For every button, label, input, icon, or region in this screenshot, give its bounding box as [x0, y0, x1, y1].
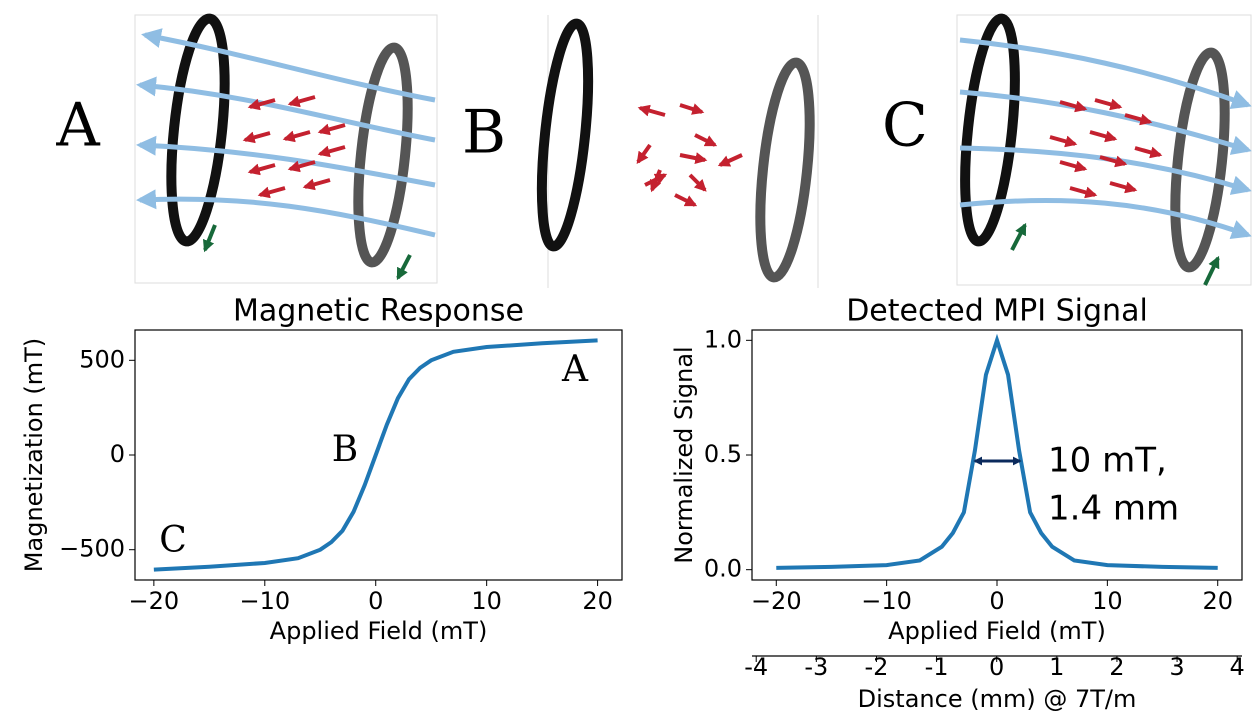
axes-frame: [751, 329, 1243, 581]
x-axis-label: Applied Field (mT): [888, 617, 1106, 645]
y-tick-label: −500: [59, 535, 125, 563]
y-axis-label: Normalized Signal: [670, 346, 698, 563]
x2-tick-label: 2: [1109, 653, 1124, 681]
y-axis-label: Magnetization (mT): [20, 338, 48, 572]
x2-tick-label: -2: [864, 653, 888, 681]
panel-label: B: [462, 98, 506, 168]
x-tick-label: 10: [471, 587, 502, 615]
x2-tick-label: 4: [1230, 653, 1245, 681]
annotation: 1.4 mm: [1048, 489, 1179, 529]
x-tick-label: 20: [1202, 587, 1233, 615]
data-line: [153, 338, 598, 572]
axes-frame: [134, 329, 623, 581]
panel-label: A: [55, 91, 100, 161]
annotation: C: [159, 520, 187, 561]
chart-title: Detected MPI Signal: [846, 294, 1148, 329]
annotation: A: [561, 349, 589, 390]
y-tick-label: 0.5: [704, 440, 742, 468]
x2-tick-label: -4: [744, 653, 768, 681]
x-tick-label: 10: [1092, 587, 1123, 615]
panel-b-illustration: [536, 15, 819, 288]
y-tick-label: 0: [110, 440, 125, 468]
x2-tick-label: -3: [804, 653, 828, 681]
x-tick-label: 20: [582, 587, 613, 615]
x2-axis-label: Distance (mm) @ 7T/m: [858, 685, 1137, 713]
chart-title: Magnetic Response: [233, 294, 524, 329]
x2-tick-label: 1: [1049, 653, 1064, 681]
y-tick-label: 500: [79, 345, 125, 373]
annotation: 10 mT,: [1048, 441, 1167, 481]
panel-c-illustration: [956, 13, 1252, 286]
x-tick-label: −10: [239, 587, 290, 615]
x-tick-label: 0: [368, 587, 383, 615]
data-line: [776, 333, 1218, 570]
x2-tick-label: 3: [1169, 653, 1184, 681]
annotation: B: [332, 429, 358, 470]
x-tick-label: −20: [129, 587, 180, 615]
x-tick-label: −10: [861, 587, 912, 615]
x-tick-label: −20: [751, 587, 802, 615]
x-axis-label: Applied Field (mT): [270, 617, 488, 645]
y-tick-label: 0.0: [704, 555, 742, 583]
x2-tick-label: -1: [925, 653, 949, 681]
panel-a-illustration: [134, 13, 438, 284]
panel-label: C: [882, 91, 928, 161]
y-tick-label: 1.0: [704, 325, 742, 353]
x2-tick-label: 0: [989, 653, 1004, 681]
x-tick-label: 0: [989, 587, 1004, 615]
